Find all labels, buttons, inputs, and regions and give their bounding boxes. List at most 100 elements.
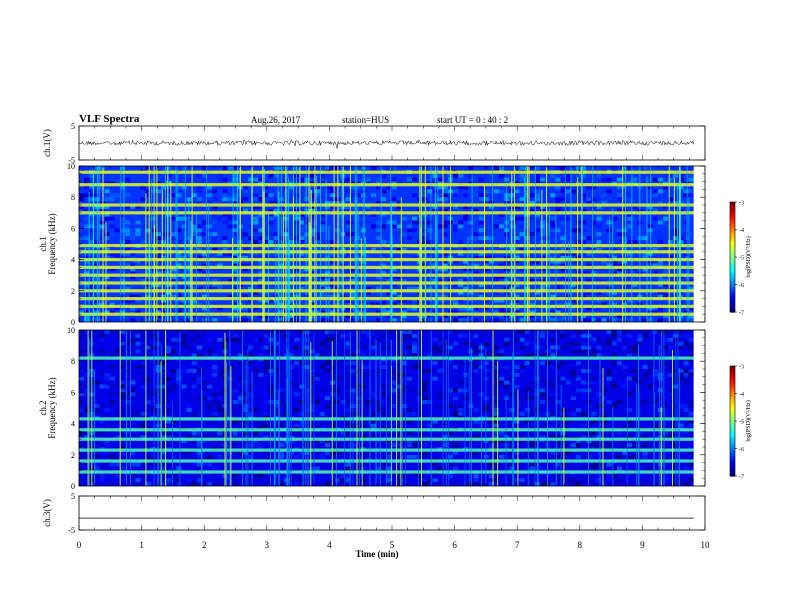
spectrogram-cell xyxy=(94,396,100,401)
spectrogram-cell xyxy=(488,286,494,291)
spectrogram-cell xyxy=(529,314,535,319)
spectrogram-cell xyxy=(560,247,566,252)
spectrogram-cell xyxy=(176,349,182,354)
colorbar-swatch xyxy=(730,238,735,242)
spectrogram-cell xyxy=(401,279,407,283)
spectrogram-cell xyxy=(268,482,274,486)
spectrogram-cell xyxy=(171,474,177,479)
spectrogram-cell xyxy=(509,345,515,350)
spectrogram-cell xyxy=(319,369,325,373)
spectrogram-cell xyxy=(84,185,90,190)
spectrogram-cell xyxy=(406,216,412,221)
spectrogram-cell xyxy=(242,466,248,471)
spectrogram-cell xyxy=(427,462,433,467)
spectrogram-cell xyxy=(145,345,151,350)
spectrogram-cell xyxy=(258,443,264,447)
spectrogram-cell xyxy=(499,439,505,444)
spectrogram-cell xyxy=(637,478,643,483)
spectrogram-cell xyxy=(478,236,484,241)
spectrogram-cell xyxy=(345,372,351,377)
spectrogram-cell xyxy=(79,197,85,202)
spectrogram-cell xyxy=(488,247,494,252)
spectrogram-cell xyxy=(196,423,202,428)
spectrogram-cell xyxy=(278,294,284,299)
spectrogram-cell xyxy=(616,247,622,252)
spectrogram-cell xyxy=(550,435,556,440)
spectrogram-cell xyxy=(135,298,141,303)
spectrogram-cell xyxy=(109,166,115,170)
spectrogram-cell xyxy=(560,408,566,412)
spectrogram-cell xyxy=(109,216,115,221)
spectrogram-cell xyxy=(330,259,336,264)
spectrogram-cell xyxy=(350,232,356,237)
spectrogram-cell xyxy=(109,462,115,467)
spectrogram-cell xyxy=(560,259,566,264)
spectrogram-cell xyxy=(493,353,499,358)
spectrogram-cell xyxy=(386,380,392,385)
spectrogram-cell xyxy=(324,482,330,486)
spectrogram-cell xyxy=(135,294,141,299)
spectrogram-cell xyxy=(688,279,694,283)
no-data-region xyxy=(693,330,705,486)
spectrogram-cell xyxy=(273,197,279,202)
spectrogram-cell xyxy=(104,419,110,424)
spectrogram-cell xyxy=(401,372,407,377)
colorbar-swatch xyxy=(730,308,735,311)
spectrogram-cell xyxy=(186,177,192,182)
spectrogram-cell xyxy=(248,341,254,346)
spectrogram-cell xyxy=(458,251,464,256)
colorbar-swatch xyxy=(730,395,735,398)
spectrogram-cell xyxy=(412,267,418,272)
spectrogram-cell xyxy=(319,275,325,280)
frequency-band xyxy=(79,258,694,262)
spectrogram-cell xyxy=(232,333,238,338)
spectrogram-cell xyxy=(79,408,85,412)
spectrogram-cell xyxy=(166,388,172,393)
spectrogram-cell xyxy=(330,330,336,334)
spectrogram-cell xyxy=(657,294,663,299)
spectrogram-cell xyxy=(581,193,587,198)
spectrogram-cell xyxy=(555,177,561,182)
spectrogram-cell xyxy=(550,392,556,397)
spectrogram-cell xyxy=(196,236,202,241)
spectrogram-cell xyxy=(130,306,136,311)
spectrogram-cell xyxy=(560,255,566,260)
spectrogram-cell xyxy=(453,193,459,198)
spectrogram-cell xyxy=(248,361,254,366)
spectrogram-cell xyxy=(401,376,407,381)
spectrogram-cell xyxy=(340,404,346,408)
spectrogram-cell xyxy=(130,400,136,405)
spectrogram-cell xyxy=(565,205,571,209)
spectrogram-cell xyxy=(181,450,187,455)
spectrogram-cell xyxy=(514,384,520,389)
spectrogram-cell xyxy=(376,408,382,412)
spectrogram-cell xyxy=(278,286,284,291)
spectrogram-cell xyxy=(289,298,295,303)
spectrogram-cell xyxy=(258,263,264,268)
spectrogram-cell xyxy=(176,216,182,221)
spectrogram-cell xyxy=(581,294,587,299)
spectrogram-cell xyxy=(616,271,622,276)
spectrogram-cell xyxy=(642,318,648,322)
spectrogram-cell xyxy=(196,173,202,178)
spectrogram-cell xyxy=(463,341,469,346)
spectrogram-cell xyxy=(79,310,85,315)
spectrogram-cell xyxy=(314,400,320,405)
spectrogram-cell xyxy=(611,177,617,182)
spectrogram-cell xyxy=(330,201,336,205)
spectrogram-cell xyxy=(176,333,182,338)
spectrogram-cell xyxy=(575,349,581,354)
spectrogram-cell xyxy=(581,369,587,373)
spectrogram-cell xyxy=(688,189,694,194)
spectrogram-cell xyxy=(99,478,105,483)
spectrogram-cell xyxy=(478,290,484,295)
spectrogram-cell xyxy=(565,443,571,447)
colorbar-swatch xyxy=(730,218,735,221)
spectrogram-cell xyxy=(371,259,377,264)
spectrogram-cell xyxy=(632,283,638,287)
spectrogram-cell xyxy=(688,450,694,455)
spectrogram-cell xyxy=(663,267,669,272)
spectrogram-cell xyxy=(627,330,633,334)
spectrogram-cell xyxy=(596,286,602,291)
spectrogram-cell xyxy=(396,443,402,447)
